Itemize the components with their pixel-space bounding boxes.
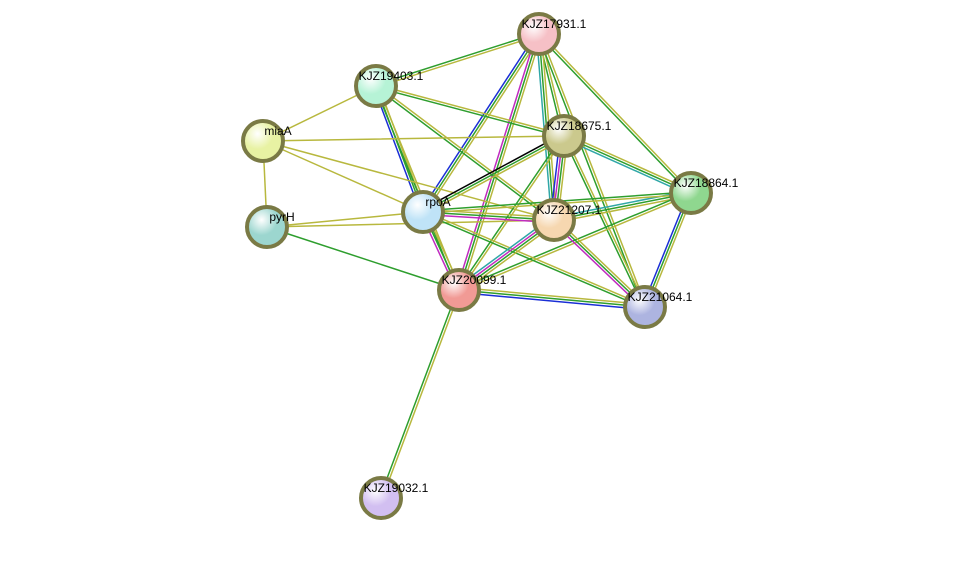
edge — [565, 136, 646, 307]
graph-node[interactable] — [669, 171, 713, 215]
graph-node[interactable] — [532, 198, 576, 242]
edge — [459, 288, 645, 305]
graph-node[interactable] — [437, 268, 481, 312]
edge — [422, 134, 563, 210]
edge — [380, 290, 458, 498]
graph-node[interactable] — [542, 114, 586, 158]
edge — [421, 33, 537, 211]
edge — [375, 87, 553, 221]
edge — [376, 33, 539, 85]
edge — [540, 34, 646, 307]
edge — [425, 35, 541, 213]
edge — [376, 35, 539, 87]
edge — [377, 85, 555, 219]
edges-layer — [0, 0, 975, 571]
edge — [382, 290, 460, 498]
edge — [376, 87, 564, 137]
edge — [460, 194, 692, 291]
graph-node[interactable] — [517, 12, 561, 56]
edge — [461, 35, 541, 291]
edge — [457, 33, 537, 289]
edge — [377, 86, 460, 290]
edge — [459, 192, 691, 289]
graph-node[interactable] — [359, 476, 403, 520]
graph-node[interactable] — [401, 190, 445, 234]
edge — [423, 34, 539, 212]
edge — [459, 34, 539, 290]
graph-node[interactable] — [245, 205, 289, 249]
edge — [459, 290, 645, 307]
edge — [263, 141, 423, 212]
edge — [375, 87, 458, 291]
edge — [538, 35, 644, 308]
edge — [263, 136, 564, 141]
edge — [540, 33, 692, 192]
edge — [459, 293, 645, 310]
graph-node[interactable] — [623, 285, 667, 329]
network-graph: KJZ17931.1KJZ19403.1miaAKJZ18675.1KJZ188… — [0, 0, 975, 571]
graph-node[interactable] — [241, 119, 285, 163]
edge — [376, 85, 564, 135]
edge — [267, 227, 459, 290]
edge — [267, 212, 423, 227]
graph-node[interactable] — [354, 64, 398, 108]
